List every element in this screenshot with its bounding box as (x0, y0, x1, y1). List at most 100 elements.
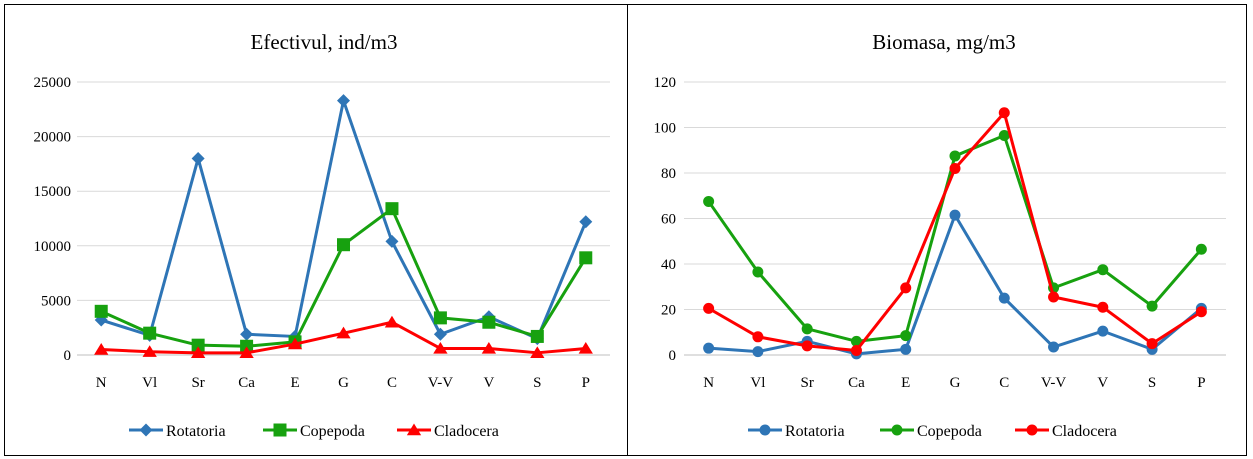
series-line (708, 213, 1203, 356)
series-line (707, 111, 1203, 352)
y-tick-label: 0 (64, 348, 72, 364)
x-tick-label: Ca (238, 375, 255, 391)
data-point (385, 234, 399, 248)
data-point (433, 311, 447, 325)
chart-efectivul: Efectivul, ind/m3 0 5000 10000 15000 20000 250… (34, 30, 610, 440)
data-point (801, 340, 813, 352)
x-tick-label: V (483, 375, 494, 391)
data-point (1048, 291, 1060, 303)
series-cladocera (703, 107, 1207, 356)
data-point (1146, 300, 1158, 312)
legend-marker (1026, 424, 1038, 436)
x-tick-label: S (533, 375, 541, 391)
x-tick-label: N (703, 375, 714, 391)
data-point (94, 304, 108, 318)
data-point (1048, 341, 1060, 353)
legend-item: Rotatoria (129, 423, 226, 440)
data-point (287, 337, 303, 350)
x-tick-label: V-V (1041, 375, 1066, 391)
x-tick-label: Sr (191, 375, 204, 391)
chart-biomasa-panel: Biomasa, mg/m3 0 20 40 60 80 100 120 N Vl Sr Ca E G C V… (627, 4, 1247, 456)
data-point (850, 335, 862, 347)
chart-title: Efectivul, ind/m3 (251, 30, 398, 54)
y-tick-label: 40 (661, 257, 676, 273)
x-tick-label: C (999, 375, 1009, 391)
y-tick-label: 5000 (41, 293, 71, 309)
data-point (1097, 264, 1109, 276)
legend-item: Cladocera (1015, 423, 1117, 440)
data-point (801, 323, 813, 335)
x-tick-label: Vl (142, 375, 157, 391)
data-point (433, 327, 447, 341)
data-point (337, 238, 350, 252)
data-point (240, 327, 254, 341)
x-tick-label: V-V (428, 375, 453, 391)
x-tick-label: V (1097, 375, 1108, 391)
data-point (337, 94, 350, 108)
data-point (703, 302, 715, 314)
x-tick-label: G (950, 375, 961, 391)
legend-label: Rotatoria (166, 423, 226, 440)
legend-marker (759, 424, 771, 436)
data-point (1097, 301, 1109, 313)
legend-label: Rotatoria (785, 423, 845, 440)
legend-label: Copepoda (917, 423, 982, 440)
data-point (239, 346, 254, 359)
data-point (579, 215, 593, 229)
legend-label: Copepoda (300, 423, 365, 440)
data-point (94, 343, 109, 355)
legend-item: Copepoda (263, 423, 365, 440)
series-rotatoria (94, 94, 593, 346)
x-tick-label: N (96, 375, 107, 391)
y-tick-label: 120 (654, 75, 677, 91)
x-tick-label: S (1148, 375, 1156, 391)
chart-biomasa: Biomasa, mg/m3 0 20 40 60 80 100 120 N Vl Sr Ca E G C V… (654, 30, 1226, 440)
y-tick-label: 10000 (34, 239, 72, 255)
data-point (530, 329, 544, 343)
x-tick-label: C (387, 375, 397, 391)
y-tick-label: 60 (661, 212, 676, 228)
data-point (191, 338, 205, 352)
data-point (1195, 243, 1207, 255)
y-tick-label: 15000 (34, 184, 72, 200)
legend-marker (406, 423, 422, 436)
y-tick-label: 25000 (34, 75, 72, 91)
x-tick-label: G (338, 375, 349, 391)
y-tick-label: 80 (661, 166, 676, 182)
series-line (100, 207, 588, 348)
legend-marker (891, 424, 903, 436)
data-point (998, 129, 1010, 141)
legend: Rotatoria Copepoda Cladocera (129, 423, 499, 440)
data-point (578, 341, 593, 354)
data-point (900, 282, 912, 294)
y-tick-label: 20 (661, 303, 676, 319)
data-point (142, 345, 157, 357)
legend-label: Cladocera (434, 423, 499, 440)
data-point (240, 339, 254, 353)
legend-item: Rotatoria (748, 423, 845, 440)
data-point (1097, 325, 1109, 337)
x-tick-label: E (290, 375, 299, 391)
data-point (703, 342, 715, 354)
y-tick-label: 100 (654, 121, 677, 137)
data-point (998, 292, 1010, 304)
data-point (752, 266, 764, 278)
legend-item: Copepoda (880, 423, 982, 440)
series-rotatoria (703, 209, 1207, 360)
data-point (900, 330, 912, 342)
data-point (949, 162, 961, 174)
y-tick-label: 20000 (34, 130, 72, 146)
data-point (336, 326, 351, 339)
series-cladocera (94, 315, 593, 359)
legend-item: Cladocera (397, 423, 499, 440)
legend-label: Cladocera (1052, 423, 1117, 440)
data-point (530, 346, 545, 359)
data-point (703, 195, 715, 207)
x-tick-label: Sr (801, 375, 814, 391)
legend: Rotatoria Copepoda Cladocera (748, 423, 1117, 440)
data-point (143, 326, 157, 340)
data-point (1195, 306, 1207, 318)
data-point (949, 209, 961, 221)
data-point (481, 341, 497, 354)
data-point (752, 331, 764, 343)
